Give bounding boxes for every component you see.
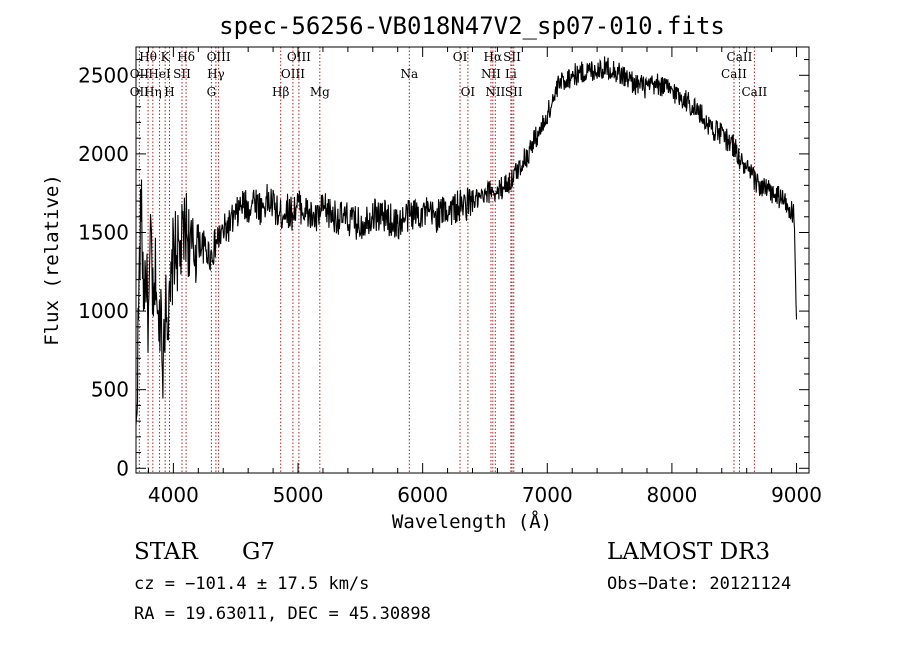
line-label-3: K bbox=[161, 50, 171, 64]
line-label-11: G bbox=[207, 85, 217, 99]
line-label-24: SII bbox=[505, 85, 523, 99]
line-label-10: Hγ bbox=[207, 67, 225, 81]
axis-ticks bbox=[136, 47, 809, 473]
plot-frame bbox=[135, 46, 810, 474]
y-tick-label: 0 bbox=[116, 456, 129, 480]
redshift-velocity: cz = −101.4 ± 17.5 km/s bbox=[134, 574, 369, 594]
x-tick-label: 6000 bbox=[397, 483, 448, 507]
x-tick-label: 4000 bbox=[148, 483, 199, 507]
line-label-2: OII bbox=[130, 85, 150, 99]
line-label-5: Hη bbox=[144, 85, 162, 99]
spectral-line-labels: Hθ OII OII K HeI Hη SII H Hδ OIII Hγ G OIII OIII Hβ Mg N… bbox=[130, 50, 768, 99]
line-label-23: NII bbox=[485, 85, 505, 99]
line-label-21: NII bbox=[481, 67, 501, 81]
observation-date: Obs−Date: 20121124 bbox=[607, 574, 791, 594]
y-tick-label: 2000 bbox=[78, 142, 129, 166]
line-label-12: OIII bbox=[287, 50, 311, 64]
line-label-8: Hδ bbox=[177, 50, 195, 64]
line-label-7: H bbox=[164, 85, 174, 99]
spectral-line-markers bbox=[138, 47, 755, 473]
spectrum-series bbox=[135, 56, 798, 426]
line-label-16: Na bbox=[400, 67, 418, 81]
line-label-26: CaII bbox=[721, 67, 747, 81]
line-label-17: OI bbox=[453, 50, 468, 64]
line-label-27: CaII bbox=[741, 85, 767, 99]
x-tick-label: 8000 bbox=[646, 483, 697, 507]
x-tick-label: 9000 bbox=[771, 483, 822, 507]
line-label-9: OIII bbox=[207, 50, 231, 64]
survey-name: LAMOST DR3 bbox=[607, 539, 770, 565]
y-tick-label: 1500 bbox=[78, 220, 129, 244]
line-label-0: Hθ bbox=[139, 50, 157, 64]
line-label-19: Hα bbox=[484, 50, 503, 64]
object-subclass: G7 bbox=[242, 539, 275, 565]
line-label-6: SII bbox=[173, 67, 191, 81]
x-tick-label: 7000 bbox=[522, 483, 573, 507]
y-tick-label: 500 bbox=[91, 378, 129, 402]
line-label-14: Hβ bbox=[272, 85, 289, 99]
line-label-4: HeI bbox=[148, 67, 171, 81]
chart-title: spec-56256-VB018N47V2_sp07-010.fits bbox=[219, 12, 725, 40]
line-label-13: OIII bbox=[281, 67, 305, 81]
line-label-20: SII bbox=[503, 50, 521, 64]
line-label-25: CaII bbox=[727, 50, 753, 64]
y-tick-label: 1000 bbox=[78, 299, 129, 323]
line-label-15: Mg bbox=[310, 85, 330, 99]
y-axis-label: Flux (relative) bbox=[41, 174, 63, 346]
x-tick-label: 5000 bbox=[273, 483, 324, 507]
object-class: STAR bbox=[134, 539, 198, 565]
x-axis-label: Wavelength (Å) bbox=[392, 510, 552, 533]
coordinates: RA = 19.63011, DEC = 45.30898 bbox=[134, 604, 431, 624]
line-label-1: OII bbox=[130, 67, 150, 81]
y-tick-label: 2500 bbox=[78, 63, 129, 87]
line-label-18: OI bbox=[461, 85, 476, 99]
line-label-22: Li bbox=[505, 67, 517, 81]
spectrum-line bbox=[135, 56, 798, 426]
axis-tick-labels: 4000 5000 6000 7000 8000 9000 0 500 1000 1500 2000… bbox=[78, 63, 822, 507]
